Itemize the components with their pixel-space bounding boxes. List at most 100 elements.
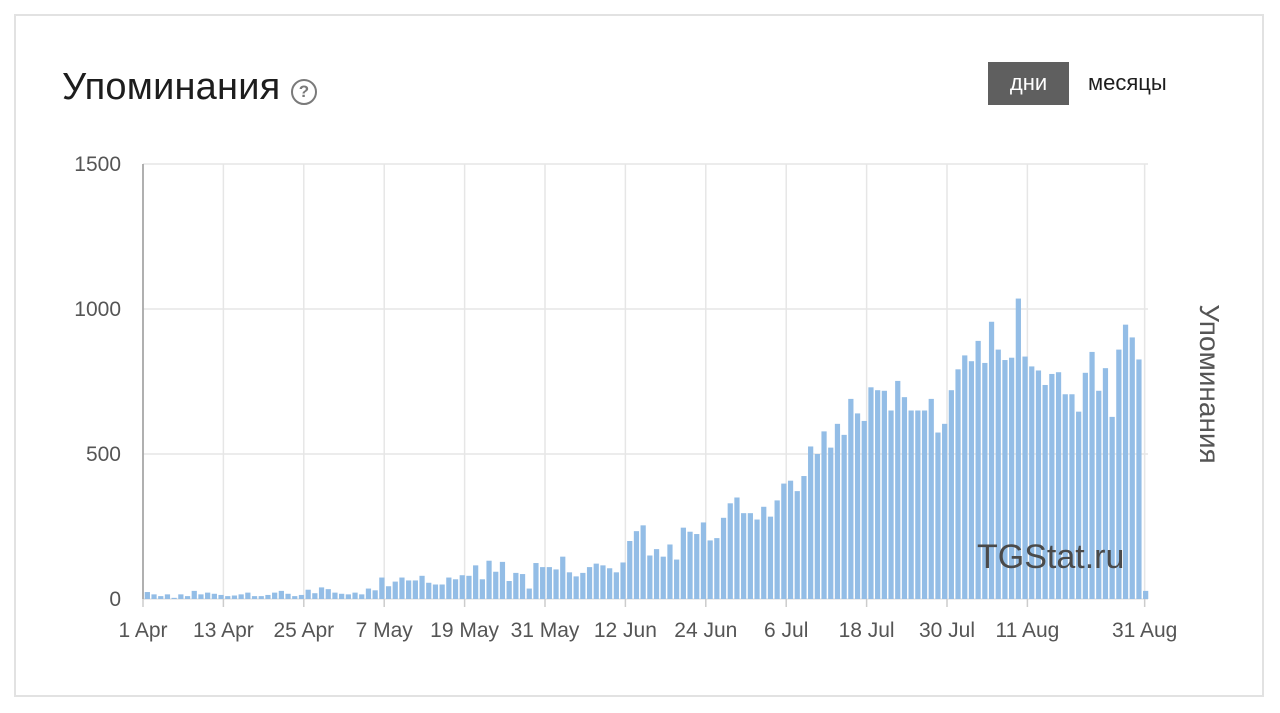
bar: [412, 580, 418, 599]
bar: [1109, 416, 1115, 599]
bar: [1002, 360, 1008, 599]
bar: [586, 567, 593, 599]
bar: [493, 571, 499, 599]
bar: [881, 390, 887, 599]
bar: [714, 538, 720, 599]
bar: [1096, 390, 1102, 599]
bar: [607, 568, 613, 599]
bar: [312, 593, 318, 599]
bar: [278, 590, 284, 599]
bar: [734, 497, 740, 599]
x-tick-label: 24 Jun: [674, 619, 737, 642]
bar: [205, 592, 211, 599]
y-tick-label: 0: [109, 588, 121, 611]
months-toggle-button[interactable]: месяцы: [1088, 70, 1167, 95]
bar: [667, 544, 673, 599]
bar: [707, 540, 713, 599]
bar: [868, 387, 874, 599]
bar: [613, 572, 619, 599]
bar: [794, 491, 800, 599]
bar: [473, 565, 479, 599]
bar: [479, 579, 485, 599]
x-tick-label: 7 May: [356, 619, 414, 642]
bar: [935, 432, 941, 599]
bar: [741, 513, 747, 599]
bar: [158, 596, 164, 599]
bar: [1129, 337, 1135, 599]
y-tick-label: 1000: [74, 298, 121, 321]
bar: [151, 594, 157, 599]
bar: [452, 579, 459, 599]
bar: [1089, 351, 1095, 599]
bar: [392, 581, 398, 599]
bar: [1015, 298, 1021, 599]
bar: [298, 594, 305, 599]
bar: [895, 380, 901, 599]
bar: [265, 594, 271, 599]
bar: [546, 567, 552, 599]
bar: [988, 321, 995, 599]
bar: [231, 595, 238, 599]
bar: [426, 582, 432, 599]
bar: [720, 517, 727, 599]
bar: [513, 572, 519, 599]
bar: [674, 559, 680, 599]
bar: [164, 594, 171, 599]
bar: [828, 447, 834, 599]
bar: [700, 522, 707, 599]
bar: [238, 594, 244, 599]
bar: [540, 567, 546, 599]
bar: [747, 513, 753, 599]
bar: [808, 446, 814, 599]
bar: [432, 584, 439, 599]
bar: [600, 565, 606, 599]
bar: [292, 596, 298, 599]
bar: [332, 592, 338, 599]
bar: [251, 596, 258, 599]
bar: [834, 423, 841, 599]
bar: [1022, 356, 1028, 599]
bar: [1116, 349, 1122, 599]
x-tick-label: 31 May: [511, 619, 580, 642]
bar: [1029, 366, 1035, 599]
bar: [640, 525, 646, 599]
x-tick-label: 18 Jul: [839, 619, 895, 642]
bar: [1122, 324, 1129, 599]
bar: [258, 596, 264, 599]
bar: [821, 431, 827, 599]
x-tick-label: 19 May: [430, 619, 499, 642]
bar: [486, 560, 492, 599]
bar: [928, 398, 934, 599]
bar: [345, 594, 351, 599]
bar: [566, 572, 573, 599]
bar: [379, 577, 385, 599]
bar: [225, 596, 231, 599]
bar: [915, 410, 921, 599]
bar: [318, 587, 325, 599]
question-circle-icon[interactable]: ?: [291, 79, 317, 105]
bar: [1082, 372, 1088, 599]
x-tick-label: 11 Aug: [995, 619, 1059, 642]
bar: [982, 362, 988, 599]
bar: [459, 575, 465, 599]
bar: [653, 549, 660, 599]
x-tick-label: 25 Apr: [273, 619, 334, 642]
bar: [191, 590, 197, 599]
bar: [285, 593, 291, 599]
bar: [446, 577, 452, 599]
bar: [171, 597, 177, 599]
bar: [968, 361, 975, 599]
bar: [888, 410, 894, 599]
bar: [580, 572, 586, 599]
bar: [787, 480, 794, 599]
bar: [372, 590, 378, 599]
bar: [854, 413, 861, 599]
days-toggle-button[interactable]: дни: [988, 62, 1069, 105]
bar: [144, 592, 150, 599]
bar: [955, 369, 961, 599]
bar: [908, 410, 914, 599]
bar: [942, 423, 948, 599]
bar: [761, 506, 767, 599]
bar: [593, 563, 599, 599]
bar: [519, 574, 526, 599]
